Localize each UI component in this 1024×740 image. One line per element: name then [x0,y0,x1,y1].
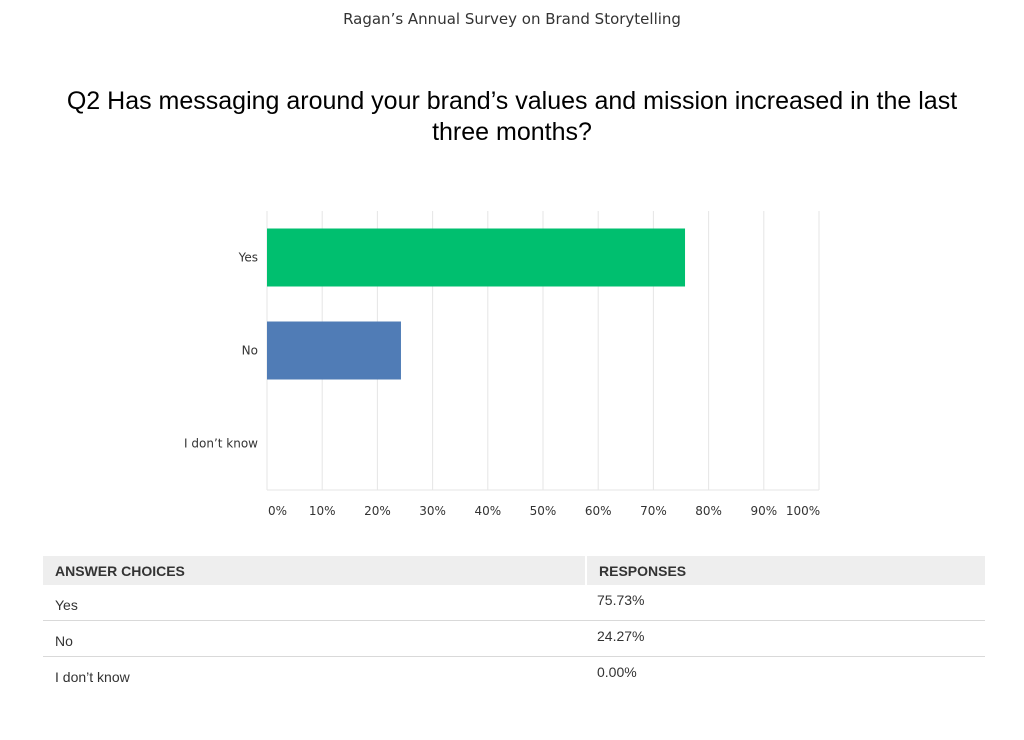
x-tick-label: 80% [695,504,722,518]
results-table: ANSWER CHOICES RESPONSES Yes 75.73% No 2… [43,556,985,692]
answer-choice: No [55,633,73,649]
x-tick-label: 40% [474,504,501,518]
question-title: Q2 Has messaging around your brand’s val… [66,87,958,146]
x-tick-label: 90% [750,504,777,518]
table-row: I don’t know 0.00% [43,657,985,692]
x-tick-label: 30% [419,504,446,518]
table-row: No 24.27% [43,621,985,657]
response-value: 24.27% [597,628,645,644]
bar-chart: Yes No I don’t know 0% 10% 20% 30% 40% 50% 60% 70%… [184,211,820,518]
header-responses: RESPONSES [585,556,985,585]
survey-title: Ragan’s Annual Survey on Brand Storytell… [343,10,681,28]
response-value: 75.73% [597,592,645,608]
bar-0 [267,228,686,287]
table-row: Yes 75.73% [43,585,985,621]
category-label: No [242,344,258,358]
x-tick-label: 100% [786,504,820,518]
x-tick-label: 60% [585,504,612,518]
x-tick-label: 50% [530,504,557,518]
category-label: I don’t know [184,437,258,451]
table-header: ANSWER CHOICES RESPONSES [43,556,985,585]
x-tick-label: 0% [268,504,287,518]
x-tick-label: 10% [309,504,336,518]
answer-choice: I don’t know [55,669,130,685]
category-label: Yes [238,251,258,265]
bar-1 [267,321,401,380]
answer-choice: Yes [55,597,78,613]
header-answer-choices: ANSWER CHOICES [55,563,185,579]
x-tick-label: 70% [640,504,667,518]
x-tick-label: 20% [364,504,391,518]
response-value: 0.00% [597,664,637,680]
